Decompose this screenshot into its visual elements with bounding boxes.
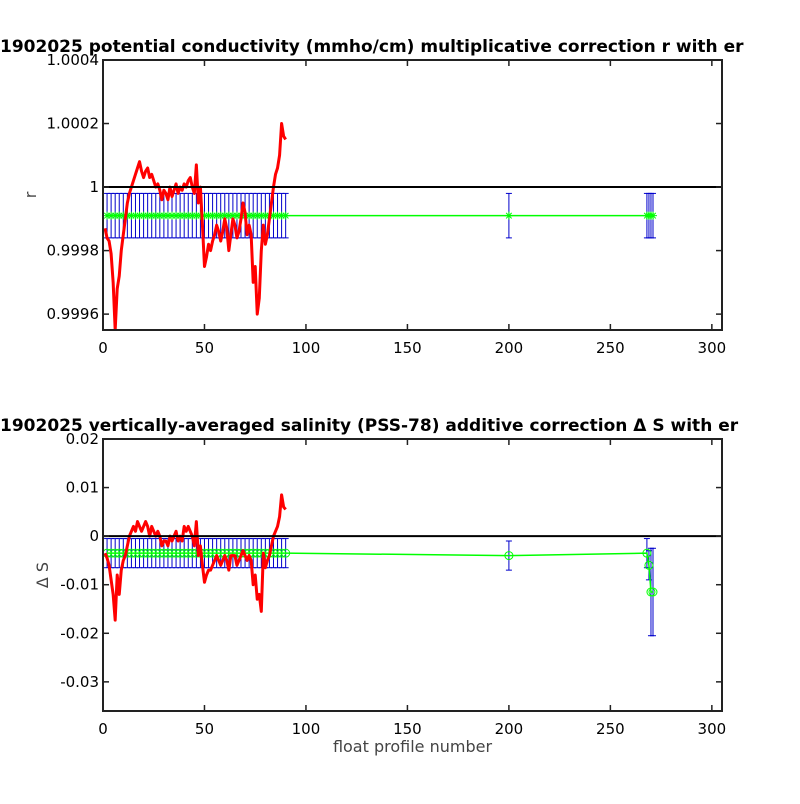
plot-2: 1902025 vertically-averaged salinity (PS… bbox=[0, 416, 739, 756]
y-tick-label: -0.01 bbox=[60, 576, 99, 594]
axes-box bbox=[102, 59, 723, 331]
fit-series bbox=[103, 548, 658, 597]
chart-title: 1902025 vertically-averaged salinity (PS… bbox=[0, 416, 739, 436]
marker-stroke bbox=[505, 212, 513, 219]
y-tick-label: 0.02 bbox=[66, 430, 99, 448]
x-tick-label: 0 bbox=[98, 339, 108, 357]
x-tick-label: 0 bbox=[98, 720, 108, 738]
x-tick-label: 100 bbox=[292, 339, 321, 357]
plot-data bbox=[103, 122, 657, 330]
y-tick-label: 1.0004 bbox=[47, 51, 100, 69]
fit-point bbox=[648, 587, 658, 597]
y-tick-label: -0.03 bbox=[60, 673, 99, 691]
axes-box bbox=[102, 438, 723, 712]
fit-point bbox=[277, 548, 287, 558]
y-tick-label: 1.0002 bbox=[47, 115, 100, 133]
x-axis-label: float profile number bbox=[333, 737, 493, 756]
fit-point bbox=[644, 560, 654, 570]
fit-point bbox=[281, 548, 291, 558]
x-tick-label: 300 bbox=[698, 720, 727, 738]
y-tick-label: 0.9996 bbox=[47, 305, 100, 323]
x-tick-label: 250 bbox=[596, 339, 625, 357]
y-tick-label: 0.9998 bbox=[47, 242, 100, 260]
x-tick-label: 150 bbox=[393, 339, 422, 357]
y-tick-label: 0 bbox=[89, 527, 99, 545]
x-tick-label: 50 bbox=[195, 339, 214, 357]
x-tick-label: 150 bbox=[393, 720, 422, 738]
fit-point bbox=[648, 211, 657, 220]
chart-title: 1902025 potential conductivity (mmho/cm)… bbox=[0, 37, 744, 57]
plot-area bbox=[103, 60, 722, 330]
plot-1: 1902025 potential conductivity (mmho/cm)… bbox=[0, 37, 744, 357]
y-axis-label: r bbox=[21, 191, 40, 198]
correction-line bbox=[103, 122, 287, 330]
y-tick-label: 1 bbox=[89, 178, 99, 196]
x-tick-label: 200 bbox=[495, 720, 524, 738]
marker-stroke bbox=[282, 212, 289, 219]
x-tick-label: 100 bbox=[292, 720, 321, 738]
y-tick-label: 0.01 bbox=[66, 479, 99, 497]
y-tick-label: -0.02 bbox=[60, 624, 99, 642]
marker-stroke bbox=[649, 212, 657, 219]
fit-point bbox=[504, 211, 513, 220]
x-tick-label: 200 bbox=[495, 339, 524, 357]
plot-data bbox=[103, 493, 658, 637]
y-axis-label: Δ S bbox=[33, 562, 52, 588]
x-tick-label: 50 bbox=[195, 720, 214, 738]
correction-line bbox=[103, 493, 287, 622]
fit-point bbox=[281, 211, 290, 220]
fit-line bbox=[107, 552, 653, 593]
x-tick-label: 250 bbox=[596, 720, 625, 738]
fit-point bbox=[642, 548, 652, 558]
fit-point bbox=[504, 551, 514, 561]
x-tick-label: 300 bbox=[698, 339, 727, 357]
plot-area bbox=[103, 439, 722, 711]
